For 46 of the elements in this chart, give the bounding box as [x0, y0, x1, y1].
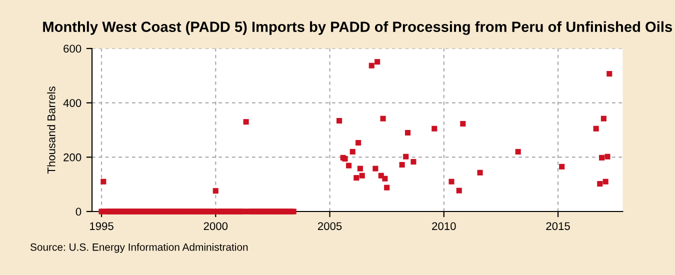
point: [372, 166, 378, 172]
y-tick-label: 0: [76, 208, 82, 216]
point: [448, 178, 454, 184]
point: [399, 162, 405, 168]
point: [456, 188, 462, 194]
point: [606, 70, 612, 77]
point: [336, 118, 342, 124]
point: [212, 188, 218, 194]
point: [600, 116, 606, 122]
y-tick-label: 200: [64, 153, 82, 162]
point: [357, 166, 363, 172]
y-tick-label: 400: [63, 99, 82, 107]
point: [410, 159, 416, 165]
point: [477, 170, 483, 176]
x-tick-label: 2015: [546, 222, 570, 230]
point: [384, 184, 390, 190]
point: [368, 62, 374, 68]
point: [380, 116, 386, 122]
point: [604, 154, 610, 160]
point: [599, 154, 605, 160]
point: [243, 119, 249, 125]
point: [356, 140, 362, 146]
point: [346, 162, 352, 168]
point: [354, 175, 360, 181]
point: [374, 59, 380, 65]
point: [602, 178, 608, 184]
chart-title: Monthly West Coast (PADD 5) Imports by PADD of Processing from Peru of Unfinished Oils: [43, 21, 672, 35]
y-axis-title: Thousand Barrels: [47, 86, 56, 174]
point: [404, 130, 411, 136]
point: [100, 178, 106, 184]
source-note: Source: U.S. Energy Information Administration: [30, 243, 248, 253]
point: [593, 126, 599, 132]
point: [359, 172, 365, 178]
point: [403, 154, 409, 160]
point: [432, 126, 438, 132]
point: [515, 148, 521, 155]
point: [460, 120, 466, 127]
x-tick-label: 1995: [90, 222, 114, 230]
x-tick-label: 2000: [204, 222, 228, 230]
y-tick-label: 600: [64, 44, 82, 53]
point: [382, 176, 388, 182]
x-tick-label: 2005: [318, 222, 342, 230]
point: [350, 148, 356, 155]
x-tick-label: 2010: [432, 222, 456, 230]
point: [597, 181, 603, 187]
point: [559, 164, 565, 170]
